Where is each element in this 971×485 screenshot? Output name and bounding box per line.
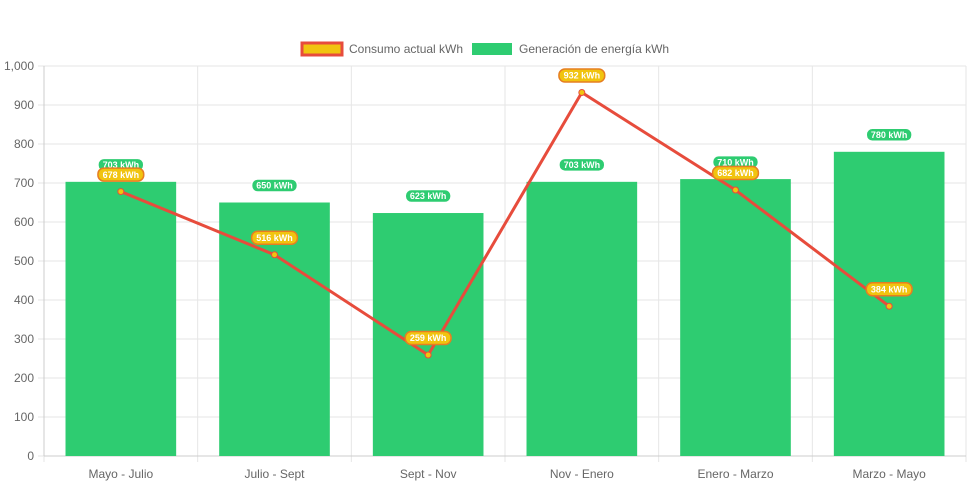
data-label-bg (97, 167, 145, 182)
bar (526, 181, 638, 456)
legend-label-generacion: Generación de energía kWh (519, 42, 669, 56)
data-label-bg (865, 127, 913, 143)
legend-swatch-consumo (300, 41, 344, 57)
x-tick-label: Mayo - Julio (88, 467, 153, 481)
line-point (578, 89, 586, 97)
data-label-bg (250, 178, 299, 193)
line-point (424, 351, 432, 359)
line-point (271, 251, 278, 259)
data-label: 703 kWh (564, 160, 601, 170)
y-tick-label: 1,000 (4, 59, 34, 73)
data-label: 650 kWh (256, 181, 293, 191)
data-label: 623 kWh (410, 191, 447, 201)
data-labels: 703 kWh 650 kWh 623 kWh 703 kWh 710 kWh 780 k… (97, 68, 913, 346)
y-tick-label: 300 (14, 332, 34, 346)
data-label: 703 kWh (103, 160, 140, 170)
line-point (732, 186, 739, 194)
data-label: 384 kWh (871, 284, 908, 294)
legend-item-consumo[interactable]: Consumo actual kWh (300, 41, 463, 57)
grid (38, 65, 967, 462)
data-label: 678 kWh (103, 170, 140, 180)
legend-item-generacion[interactable]: Generación de energía kWh (472, 42, 669, 56)
line-point (885, 302, 893, 310)
x-axis: Mayo - Julio Julio - Sept Sept - Nov Nov - … (44, 455, 966, 481)
y-tick-label: 600 (14, 215, 34, 229)
y-tick-label: 800 (14, 137, 34, 151)
data-label: 780 kWh (871, 130, 908, 140)
data-label-bg (250, 230, 299, 246)
data-label-bg (404, 330, 452, 346)
data-label: 259 kWh (410, 333, 447, 343)
data-label: 932 kWh (564, 71, 601, 81)
line-path (120, 91, 891, 357)
legend-swatch-generacion (472, 43, 512, 55)
x-tick-label: Julio - Sept (244, 467, 305, 481)
x-tick-label: Sept - Nov (400, 467, 457, 481)
data-label-bg (711, 165, 760, 181)
y-tick-label: 900 (14, 98, 34, 112)
y-axis: 0 100 200 300 400 500 600 700 800 900 1,000 (4, 59, 45, 463)
y-tick-label: 100 (14, 410, 34, 424)
y-tick-label: 500 (14, 254, 34, 268)
data-label-bg (404, 188, 452, 204)
x-tick-label: Enero - Marzo (697, 467, 773, 481)
bar (680, 179, 791, 456)
data-label-bg (558, 157, 606, 173)
line-point (117, 188, 125, 196)
data-label: 710 kWh (717, 157, 754, 167)
data-label: 516 kWh (256, 233, 293, 243)
data-label-bg (558, 68, 606, 83)
legend: Consumo actual kWh Generación de energía… (300, 41, 669, 57)
bar-series (65, 151, 945, 457)
y-tick-label: 0 (27, 449, 34, 463)
y-tick-label: 200 (14, 371, 34, 385)
y-tick-label: 400 (14, 293, 34, 307)
line-series (117, 89, 893, 359)
x-tick-label: Marzo - Mayo (852, 467, 926, 481)
bar (65, 181, 177, 456)
data-label-bg (865, 281, 913, 297)
legend-label-consumo: Consumo actual kWh (349, 42, 463, 56)
y-tick-label: 700 (14, 176, 34, 190)
data-label: 682 kWh (717, 168, 754, 178)
x-tick-label: Nov - Enero (550, 467, 614, 481)
